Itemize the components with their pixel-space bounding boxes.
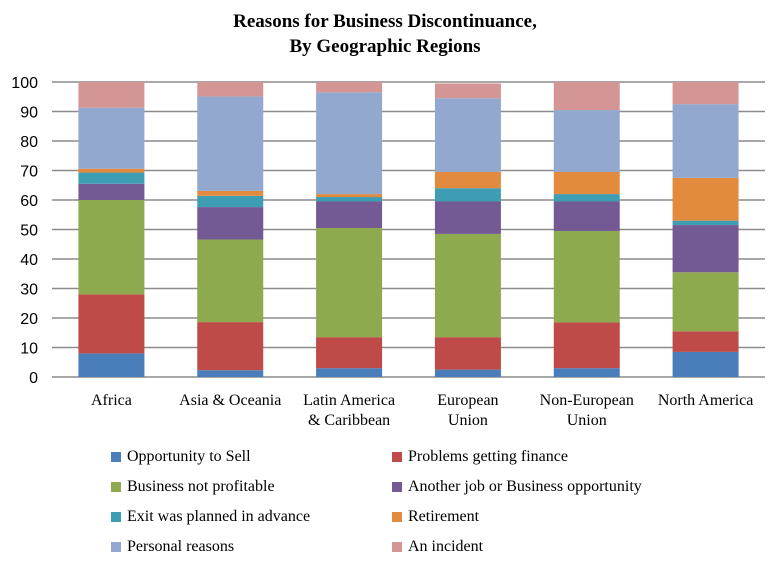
legend-swatch xyxy=(111,482,121,492)
x-tick-label: Union xyxy=(567,412,607,429)
legend-label: Another job or Business opportunity xyxy=(408,478,642,495)
x-tick-label: Asia & Oceania xyxy=(179,392,281,409)
legend-swatch xyxy=(392,452,402,462)
bar-segment-an-incident xyxy=(672,82,739,105)
bar-segment-retirement xyxy=(672,177,739,221)
bar-segment-exit-was-planned-in-advance xyxy=(316,197,383,202)
chart-title-line-1: Reasons for Business Discontinuance, xyxy=(233,11,537,32)
legend-item: An incident xyxy=(392,538,483,556)
legend-item: Another job or Business opportunity xyxy=(392,478,642,496)
legend-label: Business not profitable xyxy=(127,478,275,495)
bar-segment-retirement xyxy=(197,190,264,196)
legend-swatch xyxy=(111,542,121,552)
legend-item: Problems getting finance xyxy=(392,448,568,466)
legend-swatch xyxy=(111,512,121,522)
bar-segment-business-not-profitable xyxy=(197,239,264,323)
legend-label: Personal reasons xyxy=(127,538,235,555)
bar-segment-exit-was-planned-in-advance xyxy=(434,188,501,202)
bar-segment-another-job-or-business-opportunity xyxy=(553,201,620,231)
bar-segment-business-not-profitable xyxy=(316,228,383,338)
legend-item: Exit was planned in advance xyxy=(111,508,310,526)
legend-label: Opportunity to Sell xyxy=(127,448,251,465)
bar-segment-retirement xyxy=(316,194,383,198)
bar-segment-retirement xyxy=(553,171,620,195)
bar-segment-an-incident xyxy=(78,82,145,108)
bar-segment-business-not-profitable xyxy=(672,272,739,332)
bar-segment-another-job-or-business-opportunity xyxy=(316,201,383,229)
bar-segment-personal-reasons xyxy=(434,98,501,172)
y-tick-label: 70 xyxy=(20,164,38,181)
y-tick-label: 60 xyxy=(20,193,38,210)
legend-swatch xyxy=(111,452,121,462)
x-tick-label: European xyxy=(437,392,498,409)
bar-segment-exit-was-planned-in-advance xyxy=(553,194,620,202)
bar-segment-personal-reasons xyxy=(197,96,264,191)
bar-segment-business-not-profitable xyxy=(553,230,620,323)
x-tick-label: North America xyxy=(658,392,754,409)
bar-segment-another-job-or-business-opportunity xyxy=(78,183,145,200)
legend-label: Retirement xyxy=(408,508,480,525)
bar-segment-an-incident xyxy=(316,82,383,93)
legend-label: An incident xyxy=(408,538,484,555)
y-tick-label: 50 xyxy=(20,223,38,240)
bar-segment-exit-was-planned-in-advance xyxy=(78,172,145,184)
x-tick-label: Latin America xyxy=(303,392,395,409)
y-tick-label: 0 xyxy=(29,370,38,387)
y-tick-label: 80 xyxy=(20,134,38,151)
x-tick-label: Non-European xyxy=(540,392,634,409)
bar-segment-retirement xyxy=(434,171,501,189)
bar-segment-problems-getting-finance xyxy=(316,337,383,369)
chart-title-line-2: By Geographic Regions xyxy=(289,36,481,57)
x-tick-label: Africa xyxy=(91,392,132,409)
x-tick-label: Union xyxy=(448,412,488,429)
legend-swatch xyxy=(392,482,402,492)
bar-segment-business-not-profitable xyxy=(78,200,145,295)
legend-label: Exit was planned in advance xyxy=(127,508,311,525)
bar-segment-retirement xyxy=(78,168,145,173)
bar-segment-another-job-or-business-opportunity xyxy=(434,201,501,234)
bar-segment-opportunity-to-sell xyxy=(672,351,739,377)
bar-segment-another-job-or-business-opportunity xyxy=(672,225,739,273)
bar-segment-opportunity-to-sell xyxy=(553,368,620,377)
bar-segment-opportunity-to-sell xyxy=(197,370,264,377)
x-tick-label: & Caribbean xyxy=(308,412,390,429)
y-tick-label: 30 xyxy=(20,282,38,299)
y-tick-label: 40 xyxy=(20,252,38,269)
legend-item: Retirement xyxy=(392,508,479,526)
legend-item: Personal reasons xyxy=(111,538,234,556)
legend-swatch xyxy=(392,512,402,522)
bar-segment-exit-was-planned-in-advance xyxy=(672,220,739,226)
bar-segment-problems-getting-finance xyxy=(78,294,145,354)
bar-segment-another-job-or-business-opportunity xyxy=(197,207,264,240)
legend-swatch xyxy=(392,542,402,552)
bar-segment-personal-reasons xyxy=(672,104,739,178)
legend-item: Opportunity to Sell xyxy=(111,448,251,466)
y-tick-label: 20 xyxy=(20,311,38,328)
bar-segment-opportunity-to-sell xyxy=(78,353,145,377)
chart-title: Reasons for Business Discontinuance, By … xyxy=(0,9,770,59)
bar-segment-business-not-profitable xyxy=(434,233,501,338)
bar-segment-an-incident xyxy=(197,82,264,97)
legend-label: Problems getting finance xyxy=(408,448,568,465)
bar-segment-problems-getting-finance xyxy=(553,322,620,369)
bar-segment-problems-getting-finance xyxy=(434,337,501,370)
bar-segment-personal-reasons xyxy=(553,110,620,172)
bar-segment-an-incident xyxy=(553,82,620,111)
bar-segment-opportunity-to-sell xyxy=(434,369,501,377)
bar-segment-personal-reasons xyxy=(316,92,383,195)
bar-segment-exit-was-planned-in-advance xyxy=(197,195,264,208)
y-tick-label: 90 xyxy=(20,105,38,122)
bar-segment-personal-reasons xyxy=(78,107,145,169)
bar-segment-problems-getting-finance xyxy=(197,322,264,371)
bar-segment-an-incident xyxy=(434,83,501,99)
y-tick-label: 10 xyxy=(20,341,38,358)
bar-segment-opportunity-to-sell xyxy=(316,368,383,377)
y-tick-label: 100 xyxy=(11,75,38,92)
legend-item: Business not profitable xyxy=(111,478,275,496)
bar-segment-problems-getting-finance xyxy=(672,331,739,352)
